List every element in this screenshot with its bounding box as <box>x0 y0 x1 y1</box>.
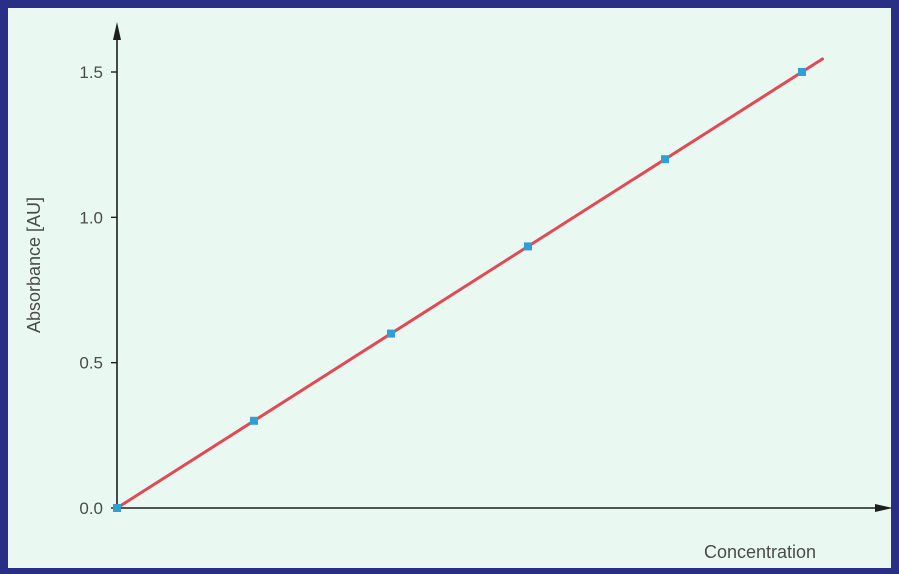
chart-panel <box>8 8 891 568</box>
x-axis-arrow <box>875 504 893 512</box>
y-axis-arrow <box>113 22 121 40</box>
data-point <box>250 416 258 425</box>
data-point <box>798 68 806 76</box>
y-tick-label: 0.5 <box>79 354 103 373</box>
data-point <box>524 242 532 251</box>
y-tick-label: 1.5 <box>79 63 103 82</box>
y-tick-label: 0.0 <box>79 499 103 518</box>
fit-line-group <box>115 57 825 510</box>
y-axis-label: Absorbance [AU] <box>24 197 44 333</box>
axes <box>113 22 893 512</box>
y-tick-label: 1.0 <box>79 208 103 227</box>
data-point <box>661 155 669 164</box>
data-point <box>113 504 121 512</box>
data-points <box>113 68 806 512</box>
x-axis-label: Concentration <box>704 542 816 562</box>
fit-line <box>115 57 825 510</box>
data-point <box>387 329 395 338</box>
y-ticks: 0.0 0.5 1.0 1.5 <box>79 63 117 518</box>
